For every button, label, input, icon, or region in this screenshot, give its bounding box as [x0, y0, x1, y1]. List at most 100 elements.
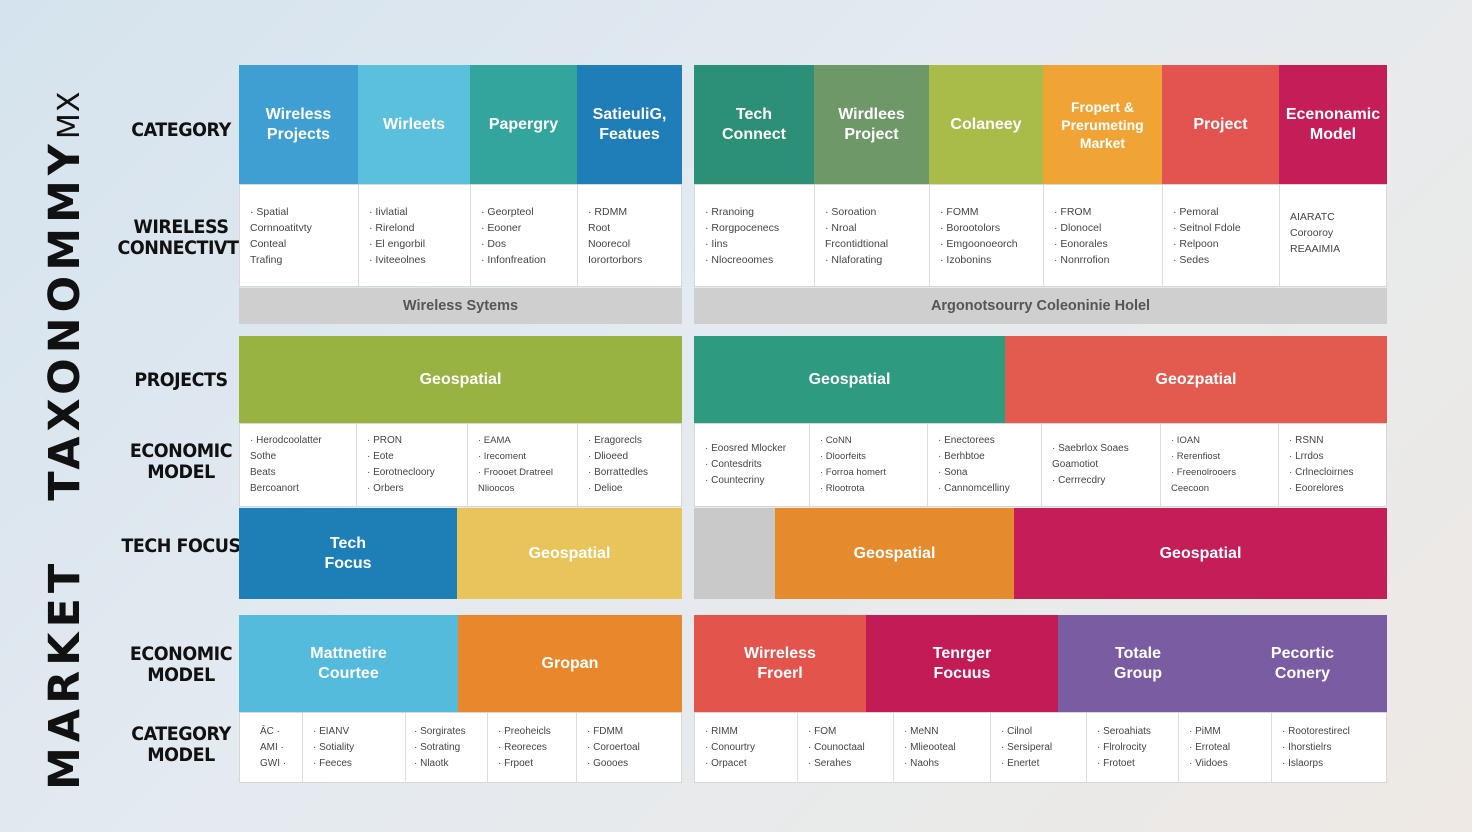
list-cell: · IOAN · Rerenfiost · Freenolrooers Ceecoo…: [1161, 424, 1279, 506]
list-item: · Eooner: [481, 221, 522, 234]
list-cell: · RIMM · Conourtry · Orpacet: [695, 713, 798, 782]
section-band-right: Argonotsourry Coleoninie Holel: [694, 288, 1387, 324]
row-label-wireless: WIRELESS CONNECTIVTY: [117, 216, 252, 259]
list-item: · El engorbil: [369, 237, 426, 250]
list-item: · Frpoet: [498, 757, 534, 769]
category-header: Fropert & Prerumeting Market: [1043, 65, 1162, 184]
list-item: Corooroy: [1290, 227, 1334, 239]
list-item: · Mlieooteal: [904, 741, 956, 753]
list-item: · Enectorees: [938, 435, 995, 446]
list-cell: · CoNN · Dloorfeits · Forroa homert · Rloot…: [810, 424, 928, 506]
list-item: · Countecriny: [705, 475, 765, 486]
list-item: · Preoheicls: [498, 725, 551, 737]
list-item: · Eragorecls: [588, 435, 642, 446]
list-item: · Viidoes: [1189, 757, 1228, 769]
list-item: Frcontidtional: [825, 237, 889, 250]
list-item: · CoNN: [820, 435, 852, 446]
list-item: · Ihorstielrs: [1282, 741, 1332, 753]
list-item: · Goooes: [587, 757, 629, 769]
list-item: · Borrattedles: [588, 467, 649, 478]
list-item: · Islaorps: [1282, 757, 1324, 769]
list-cell: · Herodcoolatter Sothe Beats Bercoanort: [240, 424, 357, 506]
list-item: · Georpteol: [481, 205, 534, 218]
list-item: · Conourtry: [705, 741, 756, 753]
tech-focus-block: Geospatial: [1014, 508, 1387, 599]
list-item: · Eoosred Mlocker: [705, 443, 787, 454]
title-second: TAXONOMMY: [40, 139, 90, 501]
title-main: MARKET: [40, 558, 90, 790]
list-item: Noorecol: [588, 237, 631, 250]
tech-focus-block: Geospatial: [775, 508, 1014, 599]
list-item: · Cilnol: [1001, 725, 1033, 737]
category-header: Ecenonamic Model: [1279, 65, 1387, 184]
list-cell: · RSNN · Lrrdos · Crlnecloirnes · Eoorelore…: [1279, 424, 1386, 506]
list-item: · PiMM: [1189, 725, 1221, 737]
list-item: · Rerenfiost: [1171, 451, 1221, 462]
list-cell: ĀC · AMI · GWI ·: [240, 713, 303, 782]
row-label-category: CATEGORY: [131, 119, 231, 141]
list-item: · Rootorestirecl: [1282, 725, 1350, 737]
category-header: Wirleets: [358, 65, 470, 184]
list-item: · Iins: [705, 237, 728, 250]
list-item: · Reoreces: [498, 741, 547, 753]
list-item: · Eorotnecloory: [367, 467, 435, 478]
list-cell: · Seroahiats · Flrolrocity · Frotoet: [1087, 713, 1179, 782]
economic-list-panel-right: · Eoosred Mlocker · Contesdrits · Countecr…: [694, 423, 1387, 507]
list-item: Conteal: [250, 237, 287, 250]
list-cell: · RDMM Root Noorecol Iorortorbors: [578, 185, 681, 286]
list-item: · Delioe: [588, 483, 623, 494]
list-item: Beats: [250, 467, 276, 478]
list-item: · Seroahiats: [1097, 725, 1151, 737]
list-item: · Saebrlox Soaes: [1052, 443, 1129, 454]
list-item: · Frotoet: [1097, 757, 1135, 769]
list-item: Ceecoon: [1171, 483, 1210, 494]
list-item: · RSNN: [1289, 435, 1324, 446]
category-header: SatieuliG, Featues: [577, 65, 682, 184]
list-cell: · PRON · Eote · Eorotnecloory · Orbers: [357, 424, 468, 506]
tech-focus-block-empty: [694, 508, 775, 599]
list-item: · Freenolrooers: [1171, 467, 1236, 478]
list-cell: · Eragorecls · Dlioeed · Borrattedles · Del…: [578, 424, 681, 506]
list-cell: · Spatial Cornnoatitvty Conteal Trafing: [240, 185, 359, 286]
list-item: · Irecoment: [478, 451, 527, 462]
economic-list-panel-left: · Herodcoolatter Sothe Beats Bercoanort …: [239, 423, 682, 507]
list-item: · Sotiality: [313, 741, 355, 753]
list-item: · FOM: [808, 725, 837, 737]
list-cell: · Preoheicls · Reoreces · Frpoet: [488, 713, 577, 782]
list-item: · Iviteeolnes: [369, 253, 426, 266]
list-cell: AIARATC Corooroy REAAIMIA: [1280, 185, 1386, 286]
list-item: · Soroation: [825, 205, 877, 218]
list-item: · FOMM: [940, 205, 979, 218]
category-header: Wireless Projects: [239, 65, 358, 184]
vertical-title: MARKET TAXONOMMYMX: [40, 91, 90, 790]
list-item: · Orbers: [367, 483, 404, 494]
list-item: · Emgoonoeorch: [940, 237, 1018, 250]
list-cell: · Rootorestirecl · Ihorstielrs · Islaorps: [1272, 713, 1386, 782]
list-cell: · Sorgirates · Sotrating · Nlaotk: [406, 713, 488, 782]
list-item: · Sedes: [1173, 253, 1210, 266]
list-item: · Eoorelores: [1289, 483, 1344, 494]
list-item: · EIANV: [313, 725, 350, 737]
list-item: Nlioocos: [478, 483, 515, 494]
list-item: · Enertet: [1001, 757, 1040, 769]
list-item: · Nonrrofion: [1054, 253, 1110, 266]
economic-model-block: Pecortic Conery: [1218, 615, 1387, 712]
list-item: · Cerrrecdry: [1052, 475, 1106, 486]
economic-model-block: Gropan: [458, 615, 682, 712]
list-cell: · FROM · Dlonocel · Eonorales · Nonrrofion: [1044, 185, 1163, 286]
row-label-tech-focus: TECH FOCUS: [121, 535, 241, 557]
list-item: · Spatial: [250, 205, 289, 218]
list-item: · Pemoral: [1173, 205, 1219, 218]
list-item: · Orpacet: [705, 757, 747, 769]
list-item: Trafing: [250, 253, 283, 266]
list-item: · FROM: [1054, 205, 1092, 218]
list-item: Iorortorbors: [588, 253, 643, 266]
economic-model-block: Tenrger Focuus: [866, 615, 1058, 712]
list-item: · Seitnol Fdole: [1173, 221, 1241, 234]
list-item: · PRON: [367, 435, 402, 446]
list-cell: · EAMA · Irecoment · Froooet Dratreel Nlio…: [468, 424, 578, 506]
list-item: · Dloorfeits: [820, 451, 866, 462]
list-cell: · FDMM · Coroertoal · Goooes: [577, 713, 681, 782]
list-cell: · Georpteol · Eooner · Dos · Infonfreation: [471, 185, 578, 286]
list-item: · Feeces: [313, 757, 352, 769]
